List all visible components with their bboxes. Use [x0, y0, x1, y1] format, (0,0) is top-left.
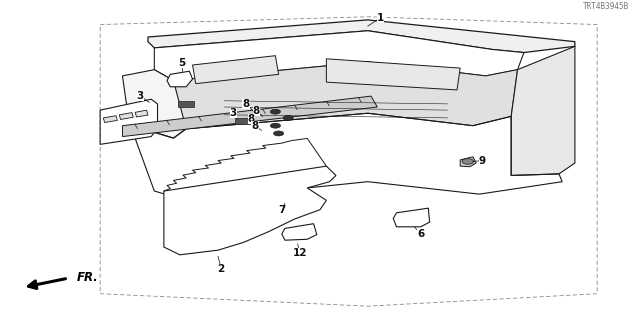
Polygon shape	[119, 113, 133, 119]
Text: 6: 6	[417, 229, 424, 239]
Polygon shape	[326, 59, 460, 90]
Circle shape	[270, 109, 280, 114]
Polygon shape	[154, 31, 524, 81]
Circle shape	[283, 116, 293, 120]
Text: 7: 7	[278, 205, 285, 215]
Bar	[236, 118, 252, 124]
Polygon shape	[511, 46, 575, 175]
Polygon shape	[193, 56, 278, 84]
Polygon shape	[282, 224, 317, 240]
Polygon shape	[100, 99, 157, 144]
Polygon shape	[394, 208, 429, 227]
Bar	[178, 101, 195, 107]
Text: 8: 8	[243, 99, 250, 109]
Polygon shape	[122, 96, 378, 137]
Polygon shape	[460, 157, 476, 167]
Text: FR.: FR.	[77, 271, 99, 284]
Text: 12: 12	[292, 248, 307, 258]
Polygon shape	[167, 71, 193, 87]
Text: 2: 2	[218, 264, 225, 274]
Circle shape	[273, 131, 284, 136]
Polygon shape	[148, 20, 575, 52]
Text: 3: 3	[137, 91, 144, 101]
Text: 8: 8	[252, 121, 259, 131]
Text: 5: 5	[178, 58, 186, 68]
Polygon shape	[122, 70, 186, 138]
Polygon shape	[135, 110, 148, 117]
Text: TRT4B3945B: TRT4B3945B	[583, 2, 629, 11]
Polygon shape	[103, 116, 117, 123]
Text: 1: 1	[377, 13, 384, 23]
Text: 3: 3	[230, 108, 237, 118]
Text: 8: 8	[248, 114, 255, 124]
Text: 8: 8	[253, 106, 260, 116]
Circle shape	[270, 123, 280, 128]
Polygon shape	[164, 166, 336, 255]
Text: 9: 9	[479, 156, 486, 165]
Polygon shape	[173, 62, 518, 129]
Circle shape	[462, 159, 474, 164]
